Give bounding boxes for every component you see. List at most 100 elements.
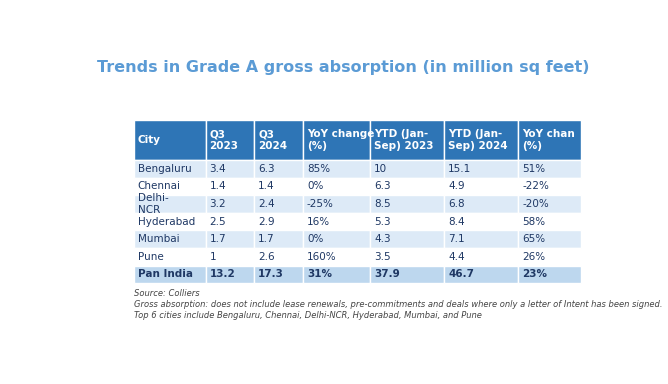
Text: 4.4: 4.4 [448, 252, 465, 262]
Text: Pune: Pune [138, 252, 164, 262]
Text: 15.1: 15.1 [448, 164, 472, 174]
Text: 10: 10 [374, 164, 387, 174]
FancyBboxPatch shape [134, 160, 206, 178]
FancyBboxPatch shape [370, 195, 444, 213]
FancyBboxPatch shape [444, 195, 518, 213]
Text: 0%: 0% [307, 234, 323, 244]
FancyBboxPatch shape [303, 213, 370, 230]
Text: City: City [138, 135, 161, 145]
FancyBboxPatch shape [134, 120, 206, 160]
FancyBboxPatch shape [518, 160, 581, 178]
Text: 5.3: 5.3 [374, 217, 391, 227]
Text: 46.7: 46.7 [448, 270, 474, 280]
FancyBboxPatch shape [134, 178, 206, 195]
FancyBboxPatch shape [518, 266, 581, 283]
Text: 2.9: 2.9 [259, 217, 275, 227]
Text: Mumbai: Mumbai [138, 234, 180, 244]
FancyBboxPatch shape [255, 178, 303, 195]
FancyBboxPatch shape [370, 266, 444, 283]
FancyBboxPatch shape [370, 178, 444, 195]
Text: 2.4: 2.4 [259, 199, 275, 209]
FancyBboxPatch shape [518, 230, 581, 248]
Text: 3.5: 3.5 [374, 252, 391, 262]
FancyBboxPatch shape [255, 120, 303, 160]
FancyBboxPatch shape [444, 213, 518, 230]
FancyBboxPatch shape [303, 195, 370, 213]
Text: 6.3: 6.3 [259, 164, 275, 174]
FancyBboxPatch shape [444, 160, 518, 178]
Text: Gross absorption: does not include lease renewals, pre-commitments and deals whe: Gross absorption: does not include lease… [134, 300, 663, 309]
FancyBboxPatch shape [255, 213, 303, 230]
FancyBboxPatch shape [134, 230, 206, 248]
FancyBboxPatch shape [518, 248, 581, 266]
FancyBboxPatch shape [134, 195, 206, 213]
Text: 37.9: 37.9 [374, 270, 400, 280]
Text: 51%: 51% [522, 164, 546, 174]
Text: 17.3: 17.3 [259, 270, 284, 280]
Text: 31%: 31% [307, 270, 332, 280]
FancyBboxPatch shape [206, 120, 255, 160]
Text: 85%: 85% [307, 164, 330, 174]
FancyBboxPatch shape [206, 266, 255, 283]
FancyBboxPatch shape [255, 160, 303, 178]
Text: 8.5: 8.5 [374, 199, 391, 209]
Text: 1.4: 1.4 [259, 182, 275, 192]
FancyBboxPatch shape [134, 266, 206, 283]
Text: Delhi-
NCR: Delhi- NCR [138, 193, 168, 215]
FancyBboxPatch shape [303, 120, 370, 160]
FancyBboxPatch shape [370, 248, 444, 266]
Text: Source: Colliers: Source: Colliers [134, 290, 200, 298]
FancyBboxPatch shape [134, 213, 206, 230]
Text: 4.9: 4.9 [448, 182, 465, 192]
FancyBboxPatch shape [303, 230, 370, 248]
Text: 16%: 16% [307, 217, 330, 227]
FancyBboxPatch shape [518, 213, 581, 230]
FancyBboxPatch shape [370, 213, 444, 230]
Text: 58%: 58% [522, 217, 546, 227]
FancyBboxPatch shape [206, 230, 255, 248]
Text: 8.4: 8.4 [448, 217, 465, 227]
FancyBboxPatch shape [444, 178, 518, 195]
Text: 26%: 26% [522, 252, 546, 262]
FancyBboxPatch shape [303, 248, 370, 266]
FancyBboxPatch shape [206, 248, 255, 266]
FancyBboxPatch shape [206, 160, 255, 178]
FancyBboxPatch shape [303, 266, 370, 283]
FancyBboxPatch shape [255, 266, 303, 283]
Text: 160%: 160% [307, 252, 337, 262]
FancyBboxPatch shape [255, 195, 303, 213]
Text: 65%: 65% [522, 234, 546, 244]
FancyBboxPatch shape [444, 230, 518, 248]
FancyBboxPatch shape [370, 230, 444, 248]
FancyBboxPatch shape [303, 178, 370, 195]
Text: 2.5: 2.5 [210, 217, 226, 227]
Text: 1.7: 1.7 [210, 234, 226, 244]
Text: -20%: -20% [522, 199, 549, 209]
Text: Pan India: Pan India [138, 270, 193, 280]
FancyBboxPatch shape [518, 178, 581, 195]
Text: 1.7: 1.7 [259, 234, 275, 244]
Text: Q3
2023: Q3 2023 [210, 129, 238, 151]
Text: 1.4: 1.4 [210, 182, 226, 192]
Text: -22%: -22% [522, 182, 549, 192]
FancyBboxPatch shape [206, 178, 255, 195]
FancyBboxPatch shape [518, 120, 581, 160]
Text: Top 6 cities include Bengaluru, Chennai, Delhi-NCR, Hyderabad, Mumbai, and Pune: Top 6 cities include Bengaluru, Chennai,… [134, 311, 482, 320]
Text: Trends in Grade A gross absorption (in million sq feet): Trends in Grade A gross absorption (in m… [98, 60, 590, 75]
Text: Q3
2024: Q3 2024 [259, 129, 287, 151]
Text: 3.4: 3.4 [210, 164, 226, 174]
FancyBboxPatch shape [206, 195, 255, 213]
Text: 3.2: 3.2 [210, 199, 226, 209]
Text: 6.3: 6.3 [374, 182, 391, 192]
FancyBboxPatch shape [255, 230, 303, 248]
Text: 13.2: 13.2 [210, 270, 235, 280]
Text: 4.3: 4.3 [374, 234, 391, 244]
FancyBboxPatch shape [255, 248, 303, 266]
Text: 0%: 0% [307, 182, 323, 192]
Text: Hyderabad: Hyderabad [138, 217, 195, 227]
FancyBboxPatch shape [370, 160, 444, 178]
Text: 7.1: 7.1 [448, 234, 465, 244]
FancyBboxPatch shape [134, 248, 206, 266]
Text: YTD (Jan-
Sep) 2023: YTD (Jan- Sep) 2023 [374, 129, 434, 151]
FancyBboxPatch shape [370, 120, 444, 160]
